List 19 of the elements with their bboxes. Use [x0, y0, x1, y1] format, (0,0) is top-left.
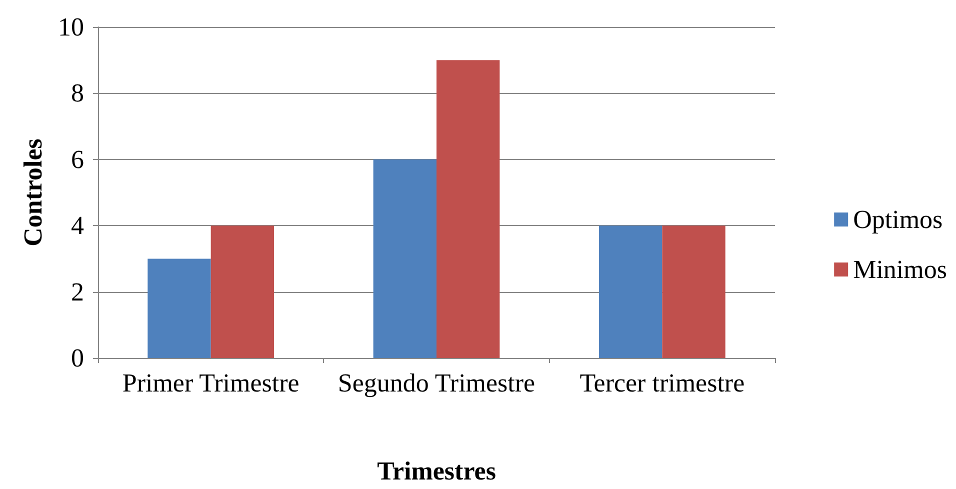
y-tick-label: 4 — [71, 211, 84, 240]
y-axis-title: Controles — [18, 138, 48, 246]
y-tick-label: 8 — [71, 78, 84, 108]
x-tick-label: Tercer trimestre — [580, 368, 745, 398]
x-tick-label: Primer Trimestre — [122, 368, 300, 398]
bar — [373, 159, 436, 358]
x-tick-label: Segundo Trimestre — [338, 368, 536, 398]
legend-label: Optimos — [853, 205, 943, 234]
y-tick-label: 6 — [71, 144, 84, 174]
y-tick-label: 0 — [71, 344, 84, 372]
y-tick-label: 10 — [58, 12, 84, 42]
y-tick-label: 2 — [71, 277, 84, 306]
bar — [210, 226, 274, 358]
bar — [436, 60, 500, 358]
x-axis-title: Trimestres — [377, 456, 496, 486]
legend-label: Minimos — [853, 255, 948, 284]
bar — [662, 226, 726, 358]
bar — [598, 226, 662, 358]
bar — [148, 258, 211, 358]
